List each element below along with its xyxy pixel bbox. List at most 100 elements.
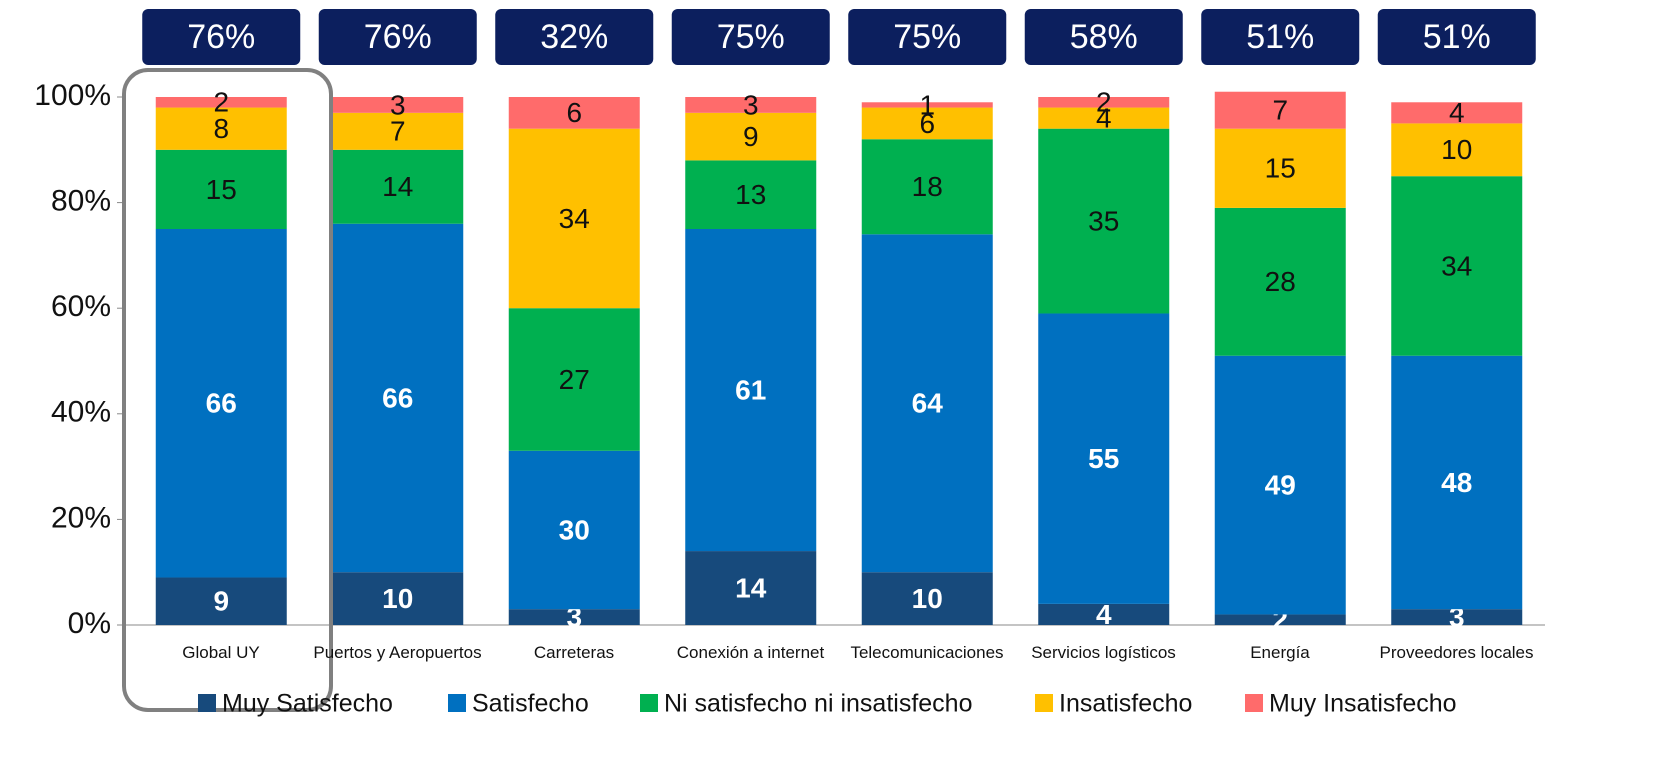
total-box [1201, 9, 1360, 65]
x-tick-label: Carreteras [533, 643, 615, 662]
bar-segment [1391, 102, 1523, 124]
total-box [318, 9, 477, 65]
legend-swatch [1245, 694, 1263, 712]
bar-segment [155, 149, 287, 229]
data-label: 2 [213, 87, 229, 118]
bar-segment [685, 229, 817, 552]
data-label: 10 [1441, 134, 1472, 165]
data-label: 66 [382, 382, 413, 413]
data-label: 27 [559, 364, 590, 395]
y-tick-label: 60% [51, 290, 111, 323]
legend-label: Ni satisfecho ni insatisfecho [664, 690, 972, 718]
bar-segment [1391, 123, 1523, 177]
legend-label: Insatisfecho [1059, 690, 1192, 718]
bar-segment [332, 112, 464, 150]
data-label: 4 [1096, 599, 1112, 630]
legend-swatch [1035, 694, 1053, 712]
bar-segment [1214, 207, 1346, 356]
data-label: 61 [735, 374, 766, 405]
bar-segment [1038, 97, 1170, 108]
bar-segment [1214, 91, 1346, 129]
highlight-box [122, 68, 333, 712]
y-tick-label: 100% [34, 79, 111, 112]
total-label: 76% [187, 18, 255, 56]
bar-segment [508, 128, 640, 309]
total-label: 51% [1246, 18, 1314, 56]
bar-segment [1391, 609, 1523, 625]
legend-label: Muy Insatisfecho [1269, 690, 1457, 718]
bar-segment [155, 229, 287, 578]
data-label: 13 [735, 179, 766, 210]
bar-segment [155, 97, 287, 108]
bar-segment [861, 572, 993, 625]
bar-segment [332, 149, 464, 224]
bar-segment [861, 234, 993, 573]
bar-segment [861, 139, 993, 235]
legend-label: Satisfecho [472, 690, 589, 718]
x-tick-label: Global UY [182, 643, 260, 662]
data-label: 9 [743, 121, 759, 152]
bar-segment [1391, 355, 1523, 610]
total-box [495, 9, 654, 65]
total-label: 75% [893, 18, 961, 56]
data-label: 49 [1265, 469, 1296, 500]
x-tick-label: Servicios logísticos [1031, 643, 1176, 662]
data-label: 64 [912, 388, 944, 419]
total-label: 58% [1070, 18, 1138, 56]
bar-segment [332, 572, 464, 625]
data-label: 3 [566, 601, 582, 632]
x-tick-label: Conexión a internet [676, 643, 825, 662]
bar-segment [1038, 128, 1170, 314]
bar-segment [1038, 603, 1170, 625]
data-label: 14 [382, 171, 413, 202]
x-tick-label: Energía [1250, 643, 1310, 662]
data-label: 18 [912, 171, 943, 202]
data-label: 35 [1088, 205, 1119, 236]
data-label: 7 [390, 116, 406, 147]
bar-segment [685, 551, 817, 625]
total-label: 32% [540, 18, 608, 56]
x-tick-label: Proveedores locales [1379, 643, 1534, 662]
bar-segment [1214, 128, 1346, 208]
bar-segment [155, 577, 287, 625]
total-box [1377, 9, 1536, 65]
data-label: 6 [919, 108, 935, 139]
bar-segment [1038, 107, 1170, 129]
y-tick-label: 0% [68, 607, 111, 640]
total-box [142, 9, 301, 65]
data-label: 28 [1265, 266, 1296, 297]
data-label: 7 [1272, 95, 1288, 126]
bar-segment [155, 107, 287, 150]
data-label: 30 [559, 514, 590, 545]
y-tick-label: 40% [51, 396, 111, 429]
bar-segment [332, 97, 464, 113]
data-label: 48 [1441, 467, 1472, 498]
bar-segment [1038, 313, 1170, 604]
bar-segment [685, 112, 817, 161]
legend-label: Muy Satisfecho [222, 690, 393, 718]
bar-segment [1214, 355, 1346, 615]
data-label: 15 [1265, 153, 1296, 184]
y-tick-label: 20% [51, 501, 111, 534]
data-label: 6 [566, 97, 582, 128]
x-tick-label: Puertos y Aeropuertos [313, 643, 482, 662]
data-label: 3 [743, 89, 759, 120]
data-label: 66 [206, 388, 237, 419]
total-label: 51% [1423, 18, 1491, 56]
data-label: 34 [559, 203, 590, 234]
data-label: 2 [1096, 87, 1112, 118]
data-label: 10 [382, 583, 413, 614]
total-box [671, 9, 830, 65]
bar-segment [508, 308, 640, 451]
data-label: 8 [213, 113, 229, 144]
total-box [848, 9, 1007, 65]
bar-segment [508, 609, 640, 625]
data-label: 14 [735, 572, 767, 603]
bar-segment [861, 107, 993, 140]
legend-swatch [640, 694, 658, 712]
data-label: 1 [919, 89, 935, 120]
bar-segment [1391, 176, 1523, 356]
data-label: 55 [1088, 443, 1119, 474]
legend-swatch [198, 694, 216, 712]
